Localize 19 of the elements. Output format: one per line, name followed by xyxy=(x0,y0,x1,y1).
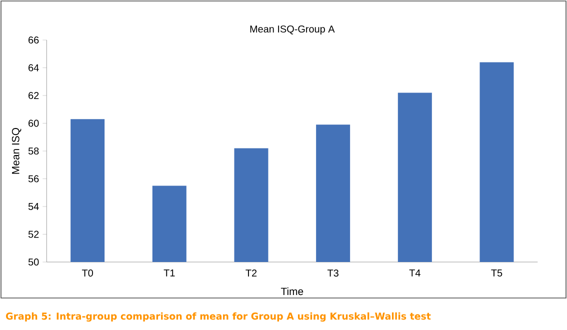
x-tick-label: T3 xyxy=(327,270,338,277)
y-tick-label: 52 xyxy=(28,230,39,238)
x-tick-label: T1 xyxy=(164,270,175,276)
y-tick-label: 58 xyxy=(28,147,39,155)
x-tick-label: T2 xyxy=(246,270,257,276)
x-tick-label: T5 xyxy=(491,270,502,276)
y-tick-label: 56 xyxy=(28,175,39,182)
y-tick-label: 66 xyxy=(28,36,39,44)
x-tick-label: T0 xyxy=(82,270,93,277)
x-axis-title: Time xyxy=(280,287,304,296)
caption: Graph 5: Intra-group comparison of mean for Group A using Kruskal–Wallis test xyxy=(6,312,431,322)
y-tick-label: 54 xyxy=(28,203,39,210)
x-tick-label: T4 xyxy=(409,270,420,276)
y-tick-label: 50 xyxy=(28,258,39,266)
y-axis-title: Mean ISQ xyxy=(12,128,22,174)
chart-title: Mean ISQ-Group A xyxy=(250,25,335,35)
y-tick-label: 64 xyxy=(28,64,39,72)
y-tick-label: 62 xyxy=(28,92,39,100)
y-tick-label: 60 xyxy=(28,120,39,127)
